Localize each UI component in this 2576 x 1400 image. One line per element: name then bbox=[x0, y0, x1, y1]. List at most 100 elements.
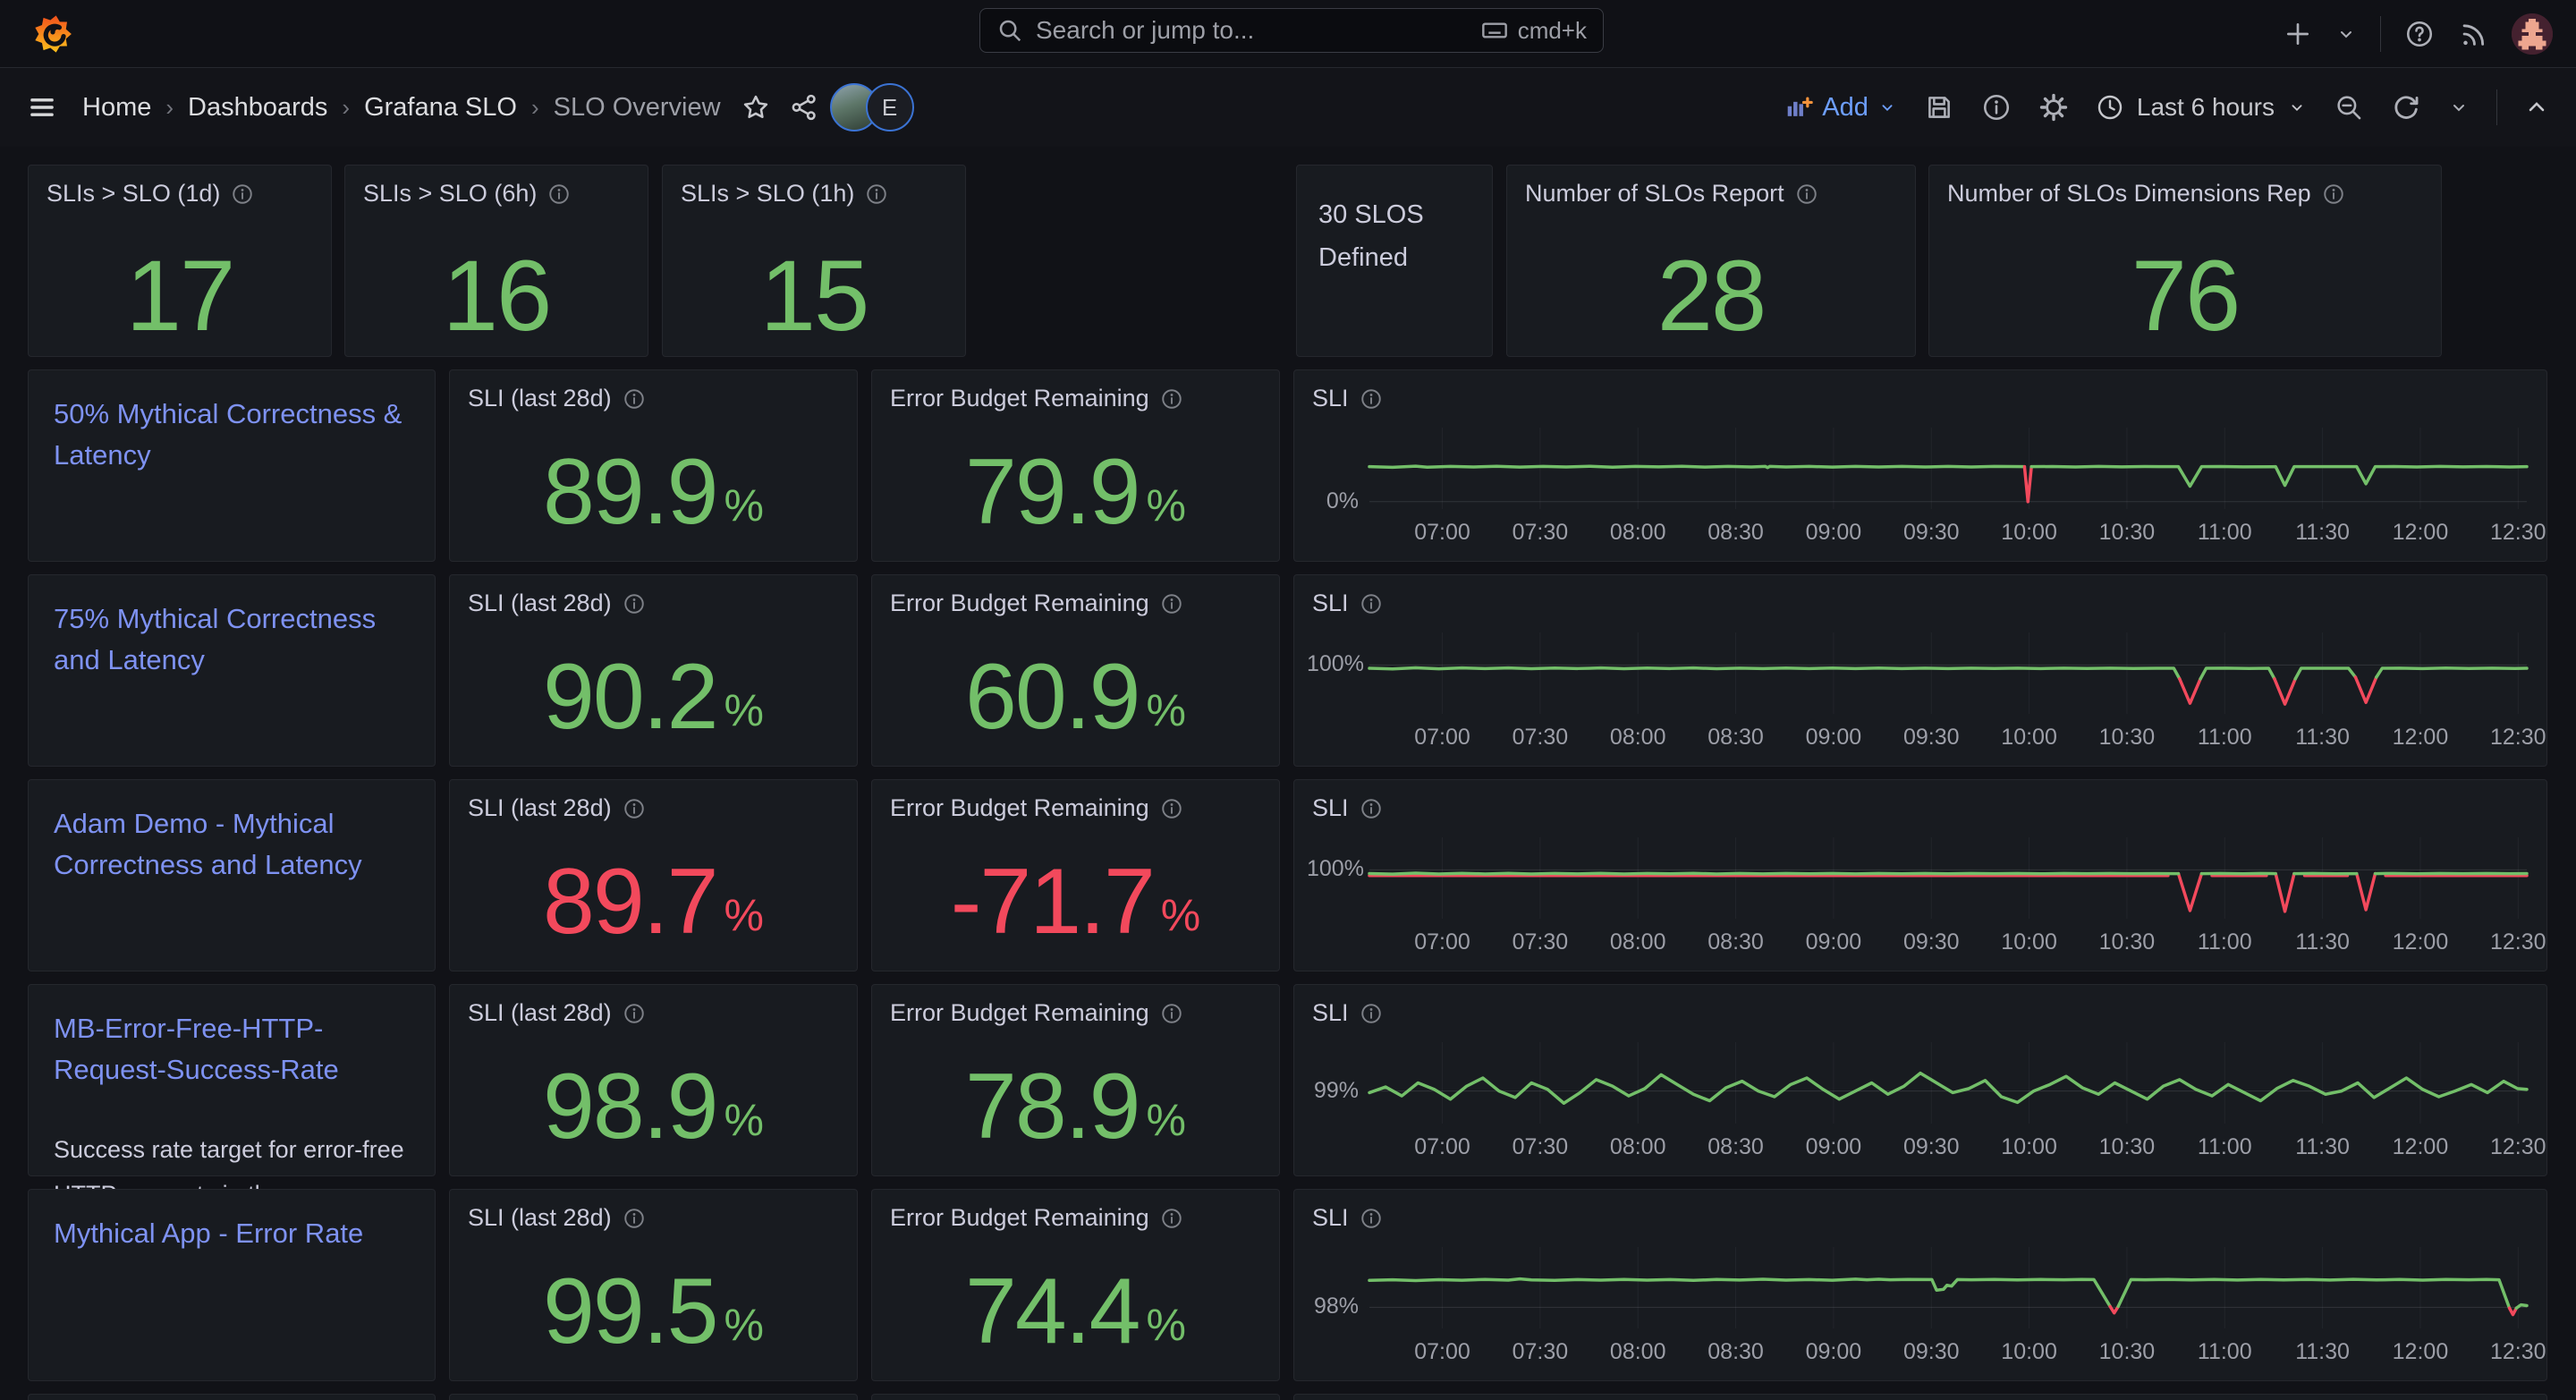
grafana-logo[interactable] bbox=[32, 13, 73, 55]
user-avatar[interactable] bbox=[2512, 13, 2553, 55]
info-icon[interactable] bbox=[1360, 387, 1383, 411]
info-icon[interactable] bbox=[1160, 592, 1183, 615]
x-tick-label: 07:00 bbox=[1414, 929, 1470, 955]
info-icon[interactable] bbox=[623, 1207, 646, 1230]
add-panel-button[interactable]: Add bbox=[1784, 93, 1897, 123]
chart-plot-area[interactable]: 99% bbox=[1314, 1042, 2527, 1124]
x-tick-label: 10:00 bbox=[2001, 725, 2057, 750]
favorite-star-icon[interactable] bbox=[741, 92, 771, 123]
time-series-chart[interactable]: 99% 07:00 07:30 08:00 08:30 09:00 09:30 10:00 1… bbox=[1314, 1042, 2546, 1165]
stat-value: 16 bbox=[442, 240, 553, 352]
x-tick-label: 09:30 bbox=[1902, 1339, 1960, 1364]
info-icon[interactable] bbox=[1160, 1002, 1183, 1025]
info-icon[interactable] bbox=[623, 387, 646, 411]
dashboard-canvas: SLIs > SLO (1d) 17 SLIs > SLO (6h) 16 SL… bbox=[0, 147, 2576, 1400]
collapse-toolbar-caret-icon[interactable] bbox=[2524, 95, 2549, 120]
collaborator-avatar-initial[interactable]: E bbox=[865, 83, 914, 132]
info-icon[interactable] bbox=[1360, 797, 1383, 820]
dashboard-settings-gear-icon[interactable] bbox=[2038, 92, 2069, 123]
stat-value: 17 bbox=[125, 240, 236, 352]
panel-title: SLI (last 28d) bbox=[468, 794, 612, 821]
x-tick-label: 11:30 bbox=[2295, 520, 2350, 545]
time-series-chart[interactable]: 100% 07:00 07:30 08:00 08:30 09:00 09:30 10:00… bbox=[1307, 837, 2546, 960]
menu-hamburger-icon[interactable] bbox=[27, 92, 57, 123]
x-tick-label: 09:00 bbox=[1805, 725, 1862, 750]
panel-title: Error Budget Remaining bbox=[890, 385, 1149, 412]
panel-sli-stat: SLI (last 28d) 90.2% bbox=[449, 574, 858, 767]
info-icon[interactable] bbox=[547, 182, 571, 206]
x-tick-label: 08:00 bbox=[1609, 929, 1666, 955]
x-axis-labels: 07:00 07:30 08:00 08:30 09:00 09:30 10:00 10:30… bbox=[1369, 1134, 2546, 1165]
breadcrumb-grafana-slo[interactable]: Grafana SLO bbox=[364, 92, 517, 122]
info-icon[interactable] bbox=[2322, 182, 2345, 206]
help-icon[interactable] bbox=[2404, 19, 2435, 49]
zoom-out-icon[interactable] bbox=[2334, 92, 2364, 123]
info-icon[interactable] bbox=[1360, 1207, 1383, 1230]
info-icon[interactable] bbox=[1360, 592, 1383, 615]
search-input[interactable]: Search or jump to... cmd+k bbox=[979, 8, 1604, 53]
info-icon[interactable] bbox=[623, 1002, 646, 1025]
new-chevron-down-icon[interactable] bbox=[2335, 23, 2357, 45]
info-icon[interactable] bbox=[1160, 797, 1183, 820]
breadcrumb-home[interactable]: Home bbox=[82, 92, 152, 122]
slo-link[interactable]: 75% Mythical Correctness and Latency bbox=[54, 603, 377, 675]
keyboard-icon bbox=[1480, 16, 1509, 45]
slo-link[interactable]: Mythical App - Error Rate bbox=[54, 1218, 364, 1249]
slo-link[interactable]: MB-Error-Free-HTTP-Request-Success-Rate bbox=[54, 1013, 339, 1085]
panel-title: SLIs > SLO (1h) bbox=[681, 180, 855, 207]
time-series-chart[interactable]: 98% 07:00 07:30 08:00 08:30 09:00 09:30 10:00 1… bbox=[1314, 1247, 2546, 1370]
slo-row: 75% Mythical Correctness and Latency SLI… bbox=[28, 574, 2549, 767]
breadcrumb-dashboards[interactable]: Dashboards bbox=[188, 92, 328, 122]
news-rss-icon[interactable] bbox=[2458, 19, 2488, 49]
panel-sli-stat: SLI (last 28d) 99.5% bbox=[449, 1189, 858, 1381]
panel-title: SLI (last 28d) bbox=[468, 385, 612, 412]
x-tick-label: 07:00 bbox=[1414, 725, 1470, 750]
info-icon[interactable] bbox=[231, 182, 254, 206]
time-range-chevron-down-icon bbox=[2287, 98, 2307, 117]
panel-title: SLI bbox=[1312, 999, 1349, 1026]
panel-slis-slo-1d: SLIs > SLO (1d) 17 bbox=[28, 165, 332, 357]
x-tick-label: 12:30 bbox=[2490, 725, 2546, 750]
x-tick-label: 09:00 bbox=[1805, 929, 1862, 955]
stat-value: 15 bbox=[759, 240, 870, 352]
time-range-picker[interactable]: Last 6 hours bbox=[2096, 93, 2307, 122]
x-tick-label: 08:30 bbox=[1707, 929, 1764, 955]
info-icon[interactable] bbox=[1160, 1207, 1183, 1230]
x-tick-label: 10:00 bbox=[2001, 520, 2057, 545]
dashboard-insights-icon[interactable] bbox=[1981, 92, 2012, 123]
refresh-icon[interactable] bbox=[2391, 92, 2421, 123]
info-icon[interactable] bbox=[1795, 182, 1818, 206]
new-button[interactable] bbox=[2284, 20, 2312, 48]
chart-plot-area[interactable]: 100% bbox=[1307, 632, 2527, 714]
info-icon[interactable] bbox=[623, 797, 646, 820]
panel-title: SLI (last 28d) bbox=[468, 590, 612, 616]
info-icon[interactable] bbox=[1360, 1002, 1383, 1025]
panel-slis-slo-6h: SLIs > SLO (6h) 16 bbox=[344, 165, 648, 357]
panel-slos-defined-note: 30 SLOS Defined bbox=[1296, 165, 1493, 357]
refresh-interval-chevron-down-icon[interactable] bbox=[2448, 97, 2470, 118]
time-range-label: Last 6 hours bbox=[2136, 93, 2275, 121]
panel-title: SLI (last 28d) bbox=[468, 999, 612, 1026]
panel-slo-name: MB-Error-Free-HTTP-Request-Success-Rate … bbox=[28, 984, 436, 1208]
panel-error-budget: Error Budget Remaining 74.4% bbox=[871, 1189, 1280, 1381]
x-tick-label: 07:00 bbox=[1414, 520, 1470, 545]
share-icon[interactable] bbox=[789, 92, 819, 123]
chart-plot-area[interactable]: 98% bbox=[1314, 1247, 2527, 1328]
top-navbar: Search or jump to... cmd+k bbox=[0, 0, 2576, 68]
sli-value: 89.7% bbox=[543, 850, 764, 954]
info-icon[interactable] bbox=[865, 182, 888, 206]
time-series-chart[interactable]: 100% 07:00 07:30 08:00 08:30 09:00 09:30 10:00… bbox=[1307, 632, 2546, 755]
time-series-chart[interactable]: 0% 07:00 07:30 08:00 08:30 09:00 09:30 10:00 10… bbox=[1326, 428, 2546, 550]
slo-link[interactable]: Adam Demo - Mythical Correctness and Lat… bbox=[54, 808, 362, 880]
slo-link[interactable]: 50% Mythical Correctness & Latency bbox=[54, 398, 402, 471]
x-tick-label: 12:00 bbox=[2392, 1339, 2449, 1364]
info-icon[interactable] bbox=[1160, 387, 1183, 411]
x-tick-label: 09:00 bbox=[1805, 1134, 1862, 1159]
panel-slis-slo-1h: SLIs > SLO (1h) 15 bbox=[662, 165, 966, 357]
x-tick-label: 09:30 bbox=[1902, 725, 1960, 750]
chart-plot-area[interactable]: 0% bbox=[1326, 428, 2527, 513]
x-tick-label: 07:30 bbox=[1512, 929, 1569, 955]
info-icon[interactable] bbox=[623, 592, 646, 615]
chart-plot-area[interactable]: 100% bbox=[1307, 837, 2527, 919]
save-dashboard-icon[interactable] bbox=[1924, 92, 1954, 123]
